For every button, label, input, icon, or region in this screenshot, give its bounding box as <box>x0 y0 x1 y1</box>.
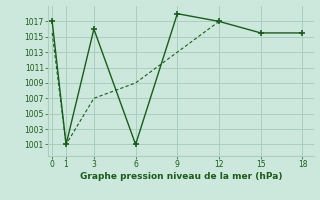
X-axis label: Graphe pression niveau de la mer (hPa): Graphe pression niveau de la mer (hPa) <box>80 172 282 181</box>
